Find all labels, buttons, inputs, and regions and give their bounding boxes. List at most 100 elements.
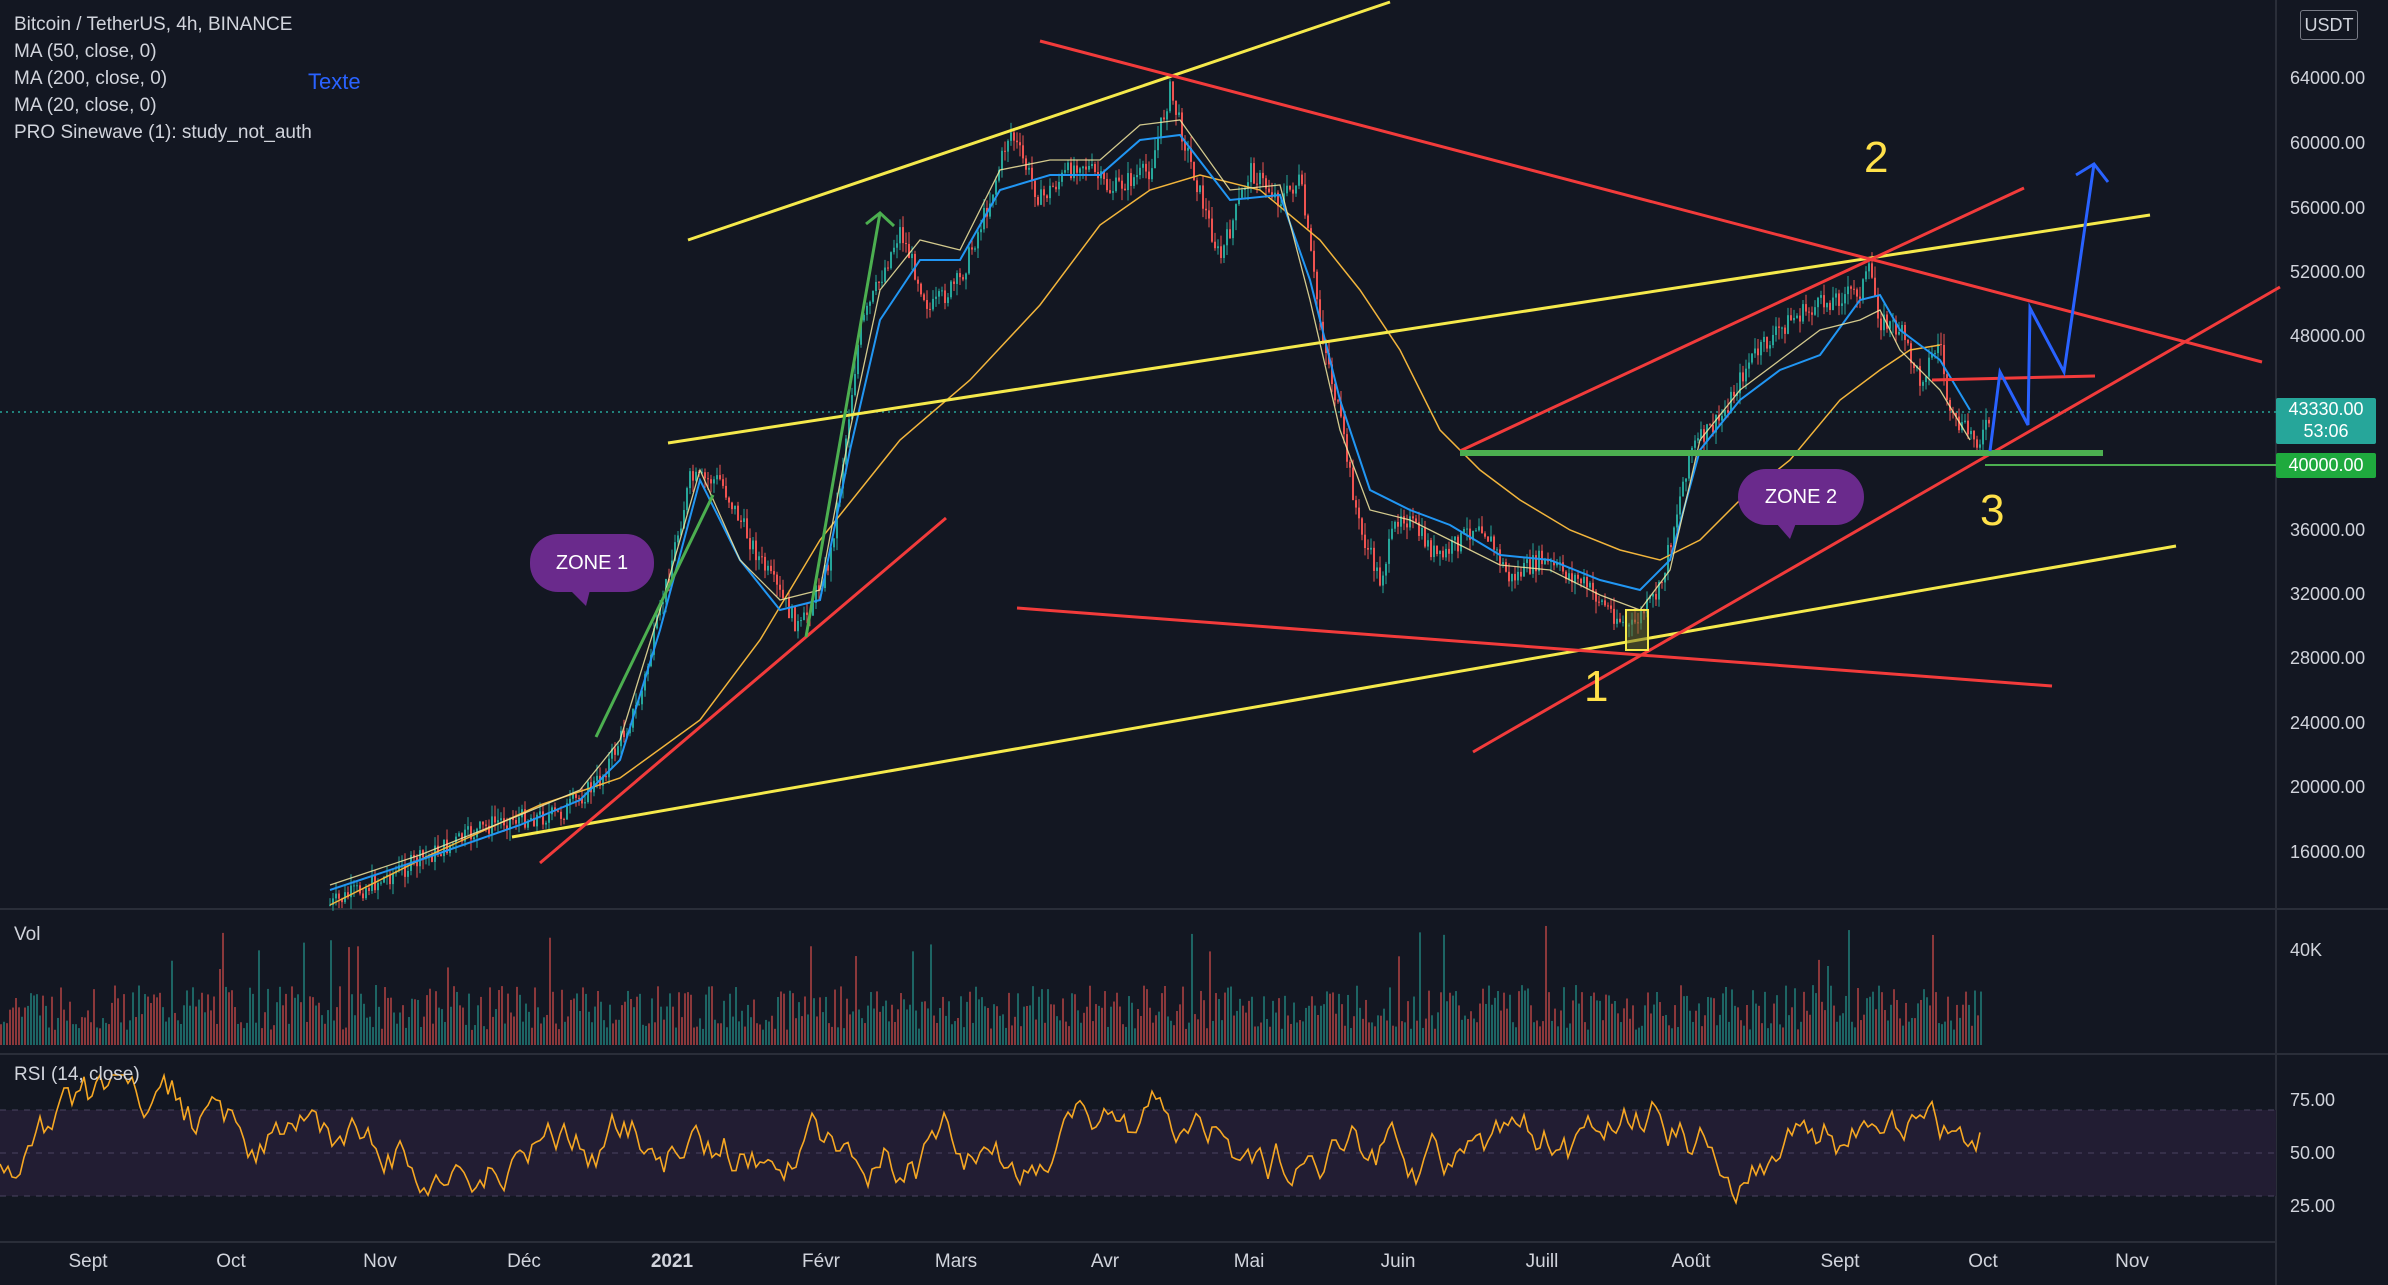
candle-body bbox=[1034, 180, 1036, 197]
price-axis-label: 52000.00 bbox=[2290, 262, 2366, 282]
annotation-number-2[interactable]: 2 bbox=[1864, 133, 1889, 182]
volume-bar bbox=[1596, 1000, 1598, 1045]
candle-body bbox=[965, 273, 967, 280]
volume-bar bbox=[213, 996, 215, 1045]
candle-body bbox=[1802, 304, 1804, 322]
candle-body bbox=[1265, 178, 1267, 189]
candle-body bbox=[743, 518, 745, 522]
candle-body bbox=[470, 826, 472, 840]
candle-body bbox=[584, 802, 586, 804]
candle-body bbox=[1355, 500, 1357, 508]
time-axis-label: Sept bbox=[1820, 1251, 1860, 1272]
yellow-trendline[interactable] bbox=[687, 0, 1391, 242]
bottom-box[interactable] bbox=[1625, 609, 1649, 651]
candle-body bbox=[1739, 372, 1741, 394]
volume-bar bbox=[1155, 1015, 1157, 1045]
rsi-axis-75: 75.00 bbox=[2290, 1090, 2336, 1110]
candle-body bbox=[1727, 410, 1729, 413]
legend-symbol[interactable]: Bitcoin / TetherUS, 4h, BINANCE bbox=[14, 14, 293, 35]
volume-title[interactable]: Vol bbox=[14, 924, 41, 945]
volume-bar bbox=[597, 990, 599, 1045]
time-axis-label: Mai bbox=[1233, 1251, 1265, 1272]
yellow-trendline[interactable] bbox=[667, 213, 2151, 445]
candle-body bbox=[1466, 528, 1468, 530]
volume-bar bbox=[93, 989, 95, 1045]
volume-bar bbox=[732, 1016, 734, 1045]
volume-bar bbox=[1134, 1028, 1136, 1045]
volume-bar bbox=[975, 986, 977, 1045]
red-trendline[interactable] bbox=[1016, 606, 2053, 688]
red-trendline[interactable] bbox=[1931, 374, 2096, 382]
candle-body bbox=[899, 227, 901, 244]
candle-body bbox=[1877, 295, 1879, 319]
volume-bar bbox=[555, 1023, 557, 1045]
volume-bar bbox=[255, 1022, 257, 1045]
legend-ma-50[interactable]: MA (50, close, 0) bbox=[14, 41, 157, 62]
volume-bar bbox=[402, 1005, 404, 1045]
volume-bar bbox=[693, 1027, 695, 1045]
legend-ma-20[interactable]: MA (20, close, 0) bbox=[14, 95, 157, 116]
candle-body bbox=[947, 297, 949, 304]
candle-body bbox=[1172, 81, 1174, 101]
candle-body bbox=[347, 892, 349, 898]
volume-bar bbox=[1632, 1005, 1634, 1045]
volume-bar bbox=[618, 1019, 620, 1045]
currency-button[interactable]: USDT bbox=[2300, 10, 2358, 40]
volume-bar bbox=[807, 1014, 809, 1045]
candle-body bbox=[989, 203, 991, 217]
volume-bar bbox=[105, 1022, 107, 1045]
volume-bar bbox=[456, 991, 458, 1045]
candle-body bbox=[926, 299, 928, 309]
green-arrow[interactable] bbox=[804, 212, 882, 638]
candle-body bbox=[1115, 177, 1117, 192]
ma-50-line bbox=[329, 133, 1971, 891]
volume-bar bbox=[36, 994, 38, 1045]
candle-body bbox=[1199, 185, 1201, 193]
volume-bar bbox=[711, 986, 713, 1045]
volume-bar bbox=[1629, 1018, 1631, 1045]
annotation-number-1[interactable]: 1 bbox=[1584, 662, 1609, 711]
candle-body bbox=[1742, 372, 1744, 382]
time-axis-label: Août bbox=[1671, 1251, 1711, 1272]
candle-body bbox=[335, 893, 337, 899]
candle-body bbox=[935, 296, 937, 299]
candle-body bbox=[857, 344, 859, 375]
volume-bar bbox=[1626, 998, 1628, 1045]
yellow-trendline[interactable] bbox=[511, 544, 2177, 839]
volume-bar bbox=[1026, 1005, 1028, 1045]
candle-body bbox=[1808, 311, 1810, 313]
annotation-number-3[interactable]: 3 bbox=[1980, 486, 2005, 535]
candle-body bbox=[1268, 188, 1270, 193]
volume-bar bbox=[1428, 990, 1430, 1045]
volume-bar bbox=[1278, 998, 1280, 1045]
red-trendline[interactable] bbox=[539, 516, 947, 865]
volume-bar bbox=[738, 1021, 740, 1045]
price-axis-label: 36000.00 bbox=[2290, 520, 2366, 540]
red-trendline[interactable] bbox=[1459, 186, 2025, 453]
volume-bar bbox=[438, 1007, 440, 1045]
candle-body bbox=[1907, 339, 1909, 344]
candle-body bbox=[1859, 296, 1861, 299]
volume-bar bbox=[1665, 1014, 1667, 1045]
candle-body bbox=[1832, 297, 1834, 310]
candle-body bbox=[1556, 563, 1558, 566]
candle-body bbox=[1778, 326, 1780, 328]
legend-sinewave[interactable]: PRO Sinewave (1): study_not_auth bbox=[14, 122, 312, 143]
volume-bar bbox=[423, 1016, 425, 1045]
blue-projection-arrow[interactable] bbox=[1988, 163, 2096, 452]
candle-body bbox=[968, 247, 970, 274]
red-trendline[interactable] bbox=[1039, 39, 2263, 364]
zone2-bubble[interactable]: ZONE 2 bbox=[1738, 469, 1864, 525]
green-arrow[interactable] bbox=[594, 494, 715, 738]
volume-bar bbox=[1938, 1023, 1940, 1045]
legend-ma-200[interactable]: MA (200, close, 0) bbox=[14, 68, 168, 89]
zone1-bubble[interactable]: ZONE 1 bbox=[530, 534, 654, 592]
volume-bar bbox=[1389, 987, 1391, 1045]
red-trendline[interactable] bbox=[1472, 285, 2281, 754]
text-drawing[interactable]: Texte bbox=[308, 69, 361, 94]
candle-body bbox=[1472, 530, 1474, 540]
rsi-title[interactable]: RSI (14, close) bbox=[14, 1064, 140, 1085]
volume-bar bbox=[369, 1016, 371, 1045]
